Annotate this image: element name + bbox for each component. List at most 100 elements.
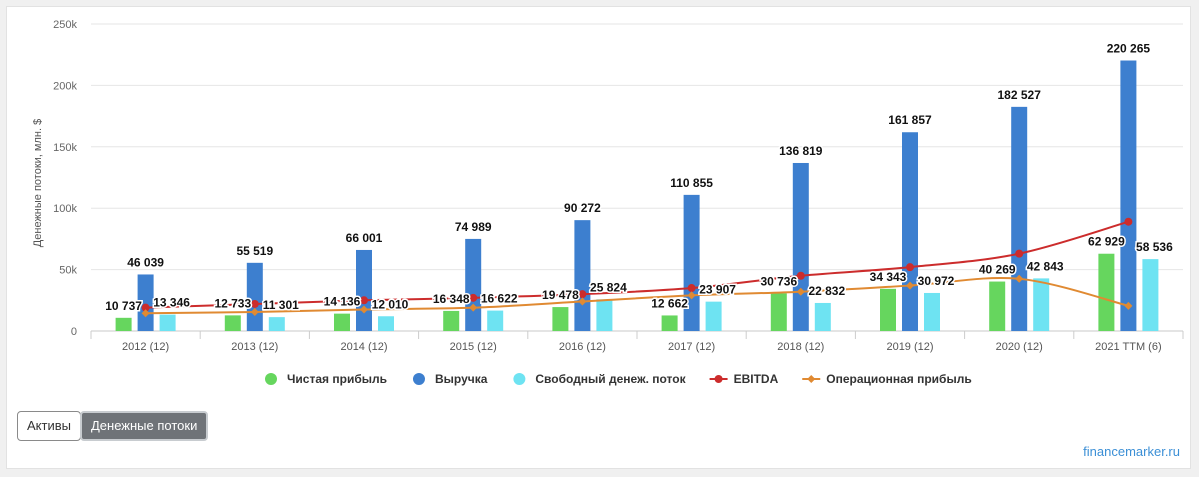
bar (487, 310, 504, 331)
bar (1033, 278, 1050, 331)
line-point (360, 296, 368, 305)
legend-label: Выручка (435, 372, 488, 386)
bar (902, 132, 918, 331)
line-point (469, 303, 478, 312)
x-tick-label: 2014 (12) (340, 341, 387, 353)
bar (683, 194, 700, 331)
x-tick-label: 2012 (12) (122, 341, 169, 353)
data-label: 74 989 (455, 220, 492, 234)
line-point (1015, 274, 1024, 283)
x-tick-label: 2020 (12) (996, 341, 1043, 353)
bar (465, 238, 482, 331)
data-label: 13 346 (153, 296, 190, 310)
line-point (687, 284, 696, 293)
bar (552, 307, 569, 331)
cash-flows-button[interactable]: Денежные потоки (80, 411, 209, 441)
line-point (1124, 217, 1133, 226)
y-tick-label: 100k (53, 203, 77, 215)
data-label: 23 907 (699, 283, 736, 297)
bar (770, 293, 787, 331)
data-label: 30 736 (760, 274, 797, 288)
bar (574, 220, 591, 331)
line-point (360, 305, 368, 314)
line-point (687, 291, 696, 300)
x-tick-label: 2021 TTM (6) (1095, 341, 1161, 353)
data-label: 136 819 (779, 144, 823, 158)
line-point (469, 293, 478, 302)
legend-label: Операционная прибыль (826, 372, 971, 386)
data-label: 16 622 (481, 292, 518, 306)
x-tick-label: 2016 (12) (559, 341, 606, 353)
line-point (796, 271, 805, 280)
series-line (145, 220, 1129, 309)
data-label: 220 265 (1107, 42, 1151, 56)
line-point (578, 297, 587, 306)
line-point (906, 281, 914, 290)
bar (224, 315, 241, 331)
data-label: 161 857 (888, 113, 932, 127)
assets-button[interactable]: Активы (17, 411, 81, 441)
y-tick-label: 0 (71, 326, 77, 338)
data-label: 30 972 (918, 274, 955, 288)
data-label: 62 929 (1088, 235, 1125, 249)
legend-label: Чистая прибыль (287, 372, 387, 386)
bar (705, 301, 722, 331)
bar (137, 274, 154, 331)
line-point (1015, 249, 1024, 258)
bar (1120, 60, 1137, 331)
x-tick-label: 2018 (12) (777, 341, 824, 353)
data-label: 58 536 (1136, 240, 1173, 254)
bar (1142, 259, 1159, 331)
legend-marker (265, 373, 277, 385)
data-label: 16 348 (433, 292, 470, 306)
line-point (250, 299, 259, 308)
line-point (906, 263, 914, 272)
legend-marker (513, 373, 526, 385)
bar (356, 249, 372, 331)
bar (334, 313, 350, 331)
bar (814, 302, 831, 331)
data-label: 46 039 (127, 255, 164, 269)
data-label: 11 301 (263, 298, 299, 312)
data-label: 182 527 (998, 88, 1042, 102)
x-tick-label: 2017 (12) (668, 341, 715, 353)
y-tick-label: 50k (59, 265, 77, 277)
legend-marker (412, 373, 425, 385)
bar (596, 299, 613, 331)
bar (792, 162, 809, 331)
bar (268, 317, 285, 331)
line-point (250, 307, 259, 316)
data-label: 14 136 (324, 295, 361, 309)
brand-link[interactable]: financemarker.ru (1083, 444, 1180, 459)
bar (159, 314, 176, 331)
bar (989, 281, 1006, 331)
line-point (578, 290, 587, 299)
bar (443, 310, 460, 331)
bar (1011, 106, 1028, 331)
x-tick-label: 2019 (12) (886, 341, 933, 353)
data-label: 12 010 (372, 297, 409, 311)
legend-marker (807, 375, 816, 383)
y-tick-label: 200k (53, 80, 77, 92)
data-label: 10 737 (105, 299, 142, 313)
data-label: 110 855 (670, 176, 713, 190)
line-point (1124, 301, 1133, 310)
data-label: 66 001 (346, 231, 383, 245)
cash-flow-chart: Денежные потоки, млн. $ 0 50k 100k 150k 200k… (32, 19, 1184, 386)
line-point (796, 287, 805, 296)
bar (115, 317, 132, 331)
bar (246, 262, 263, 331)
legend-marker (714, 375, 723, 383)
y-tick-label: 150k (53, 142, 77, 154)
line-point (141, 303, 150, 312)
y-axis-title: Денежные потоки, млн. $ (32, 119, 44, 247)
bar (924, 292, 940, 331)
data-label: 55 519 (236, 244, 273, 258)
chart-card: Денежные потоки, млн. $ 0 50k 100k 150k 200k… (6, 6, 1191, 469)
data-label: 22 832 (808, 284, 845, 298)
x-tick-label: 2015 (12) (450, 341, 497, 353)
line-point (141, 309, 150, 318)
bar (378, 316, 394, 331)
data-label: 12 733 (214, 296, 251, 310)
series-line (145, 276, 1129, 315)
